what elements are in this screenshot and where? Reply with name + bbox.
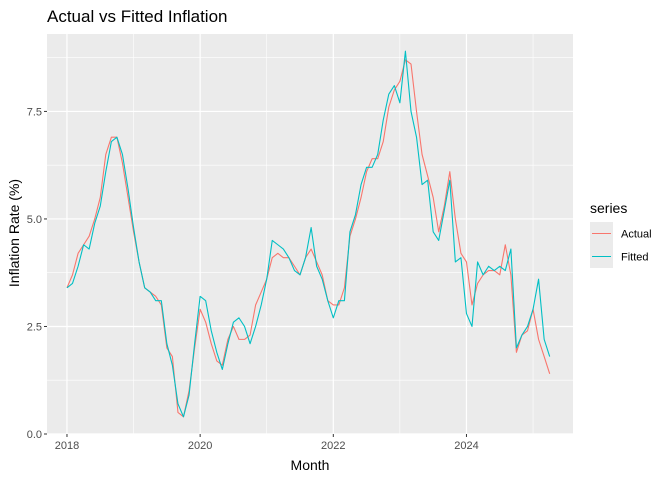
legend-label-actual: Actual (621, 229, 652, 241)
x-axis-title: Month (291, 457, 330, 473)
major-gridlines (47, 34, 573, 435)
x-tick-label: 2018 (55, 440, 79, 452)
x-axis: 2018 2020 2022 2024 (55, 434, 479, 452)
series-line-fitted (66, 50, 551, 418)
series-layer (66, 50, 551, 418)
legend-title: series (590, 200, 627, 216)
minor-gridlines (47, 34, 573, 434)
legend: series Actual Fitted (590, 200, 652, 268)
y-axis: 0.0 2.5 5.0 7.5 (27, 106, 47, 441)
legend-label-fitted: Fitted (621, 252, 649, 264)
x-tick-label: 2020 (188, 440, 212, 452)
y-tick-label: 7.5 (27, 106, 42, 118)
chart-title: Actual vs Fitted Inflation (47, 7, 227, 26)
y-tick-label: 2.5 (27, 321, 42, 333)
y-tick-label: 5.0 (27, 214, 42, 226)
y-axis-title: Inflation Rate (%) (6, 179, 22, 287)
x-tick-label: 2024 (454, 440, 478, 452)
y-tick-label: 0.0 (27, 429, 42, 441)
x-tick-label: 2022 (321, 440, 345, 452)
